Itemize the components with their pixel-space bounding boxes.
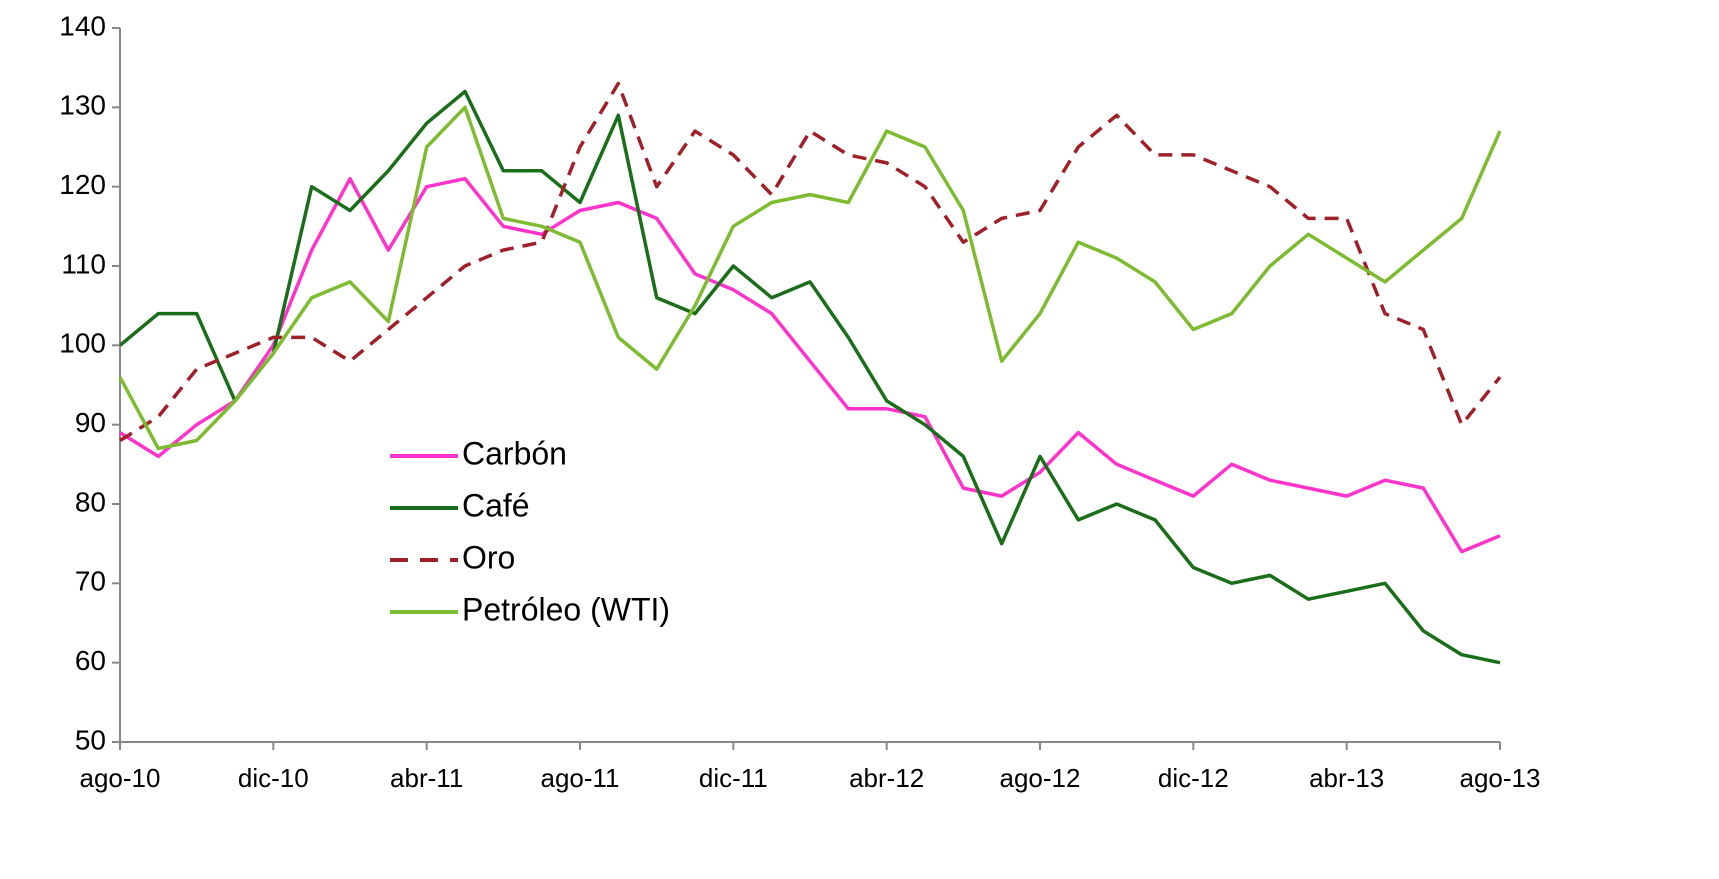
y-tick-label: 130 [59,90,106,121]
legend-label: Petróleo (WTI) [462,591,670,627]
x-tick-label: ago-12 [1000,763,1081,793]
legend-label: Oro [462,539,515,575]
x-tick-label: dic-11 [699,763,768,793]
x-tick-label: dic-12 [1158,763,1229,793]
legend-label: Café [462,487,530,523]
x-tick-label: abr-13 [1309,763,1384,793]
legend-label: Carbón [462,435,567,471]
y-tick-label: 90 [75,407,106,438]
series-line [119,176,1501,554]
y-tick-label: 110 [61,248,106,279]
x-tick-label: abr-11 [390,763,463,793]
x-tick-label: ago-10 [80,763,161,793]
series-line [118,105,1502,451]
series-line [119,81,1502,442]
series-line [118,89,1501,665]
y-tick-label: 60 [75,645,106,676]
x-tick-label: abr-12 [849,763,924,793]
y-tick-label: 80 [75,486,106,517]
y-tick-label: 70 [75,566,106,597]
x-tick-label: ago-11 [540,763,619,793]
y-tick-label: 120 [59,169,106,200]
y-tick-label: 50 [75,724,106,755]
y-tick-label: 140 [59,10,106,41]
x-tick-label: dic-10 [238,763,309,793]
y-tick-label: 100 [59,328,106,359]
x-tick-label: ago-13 [1460,763,1541,793]
